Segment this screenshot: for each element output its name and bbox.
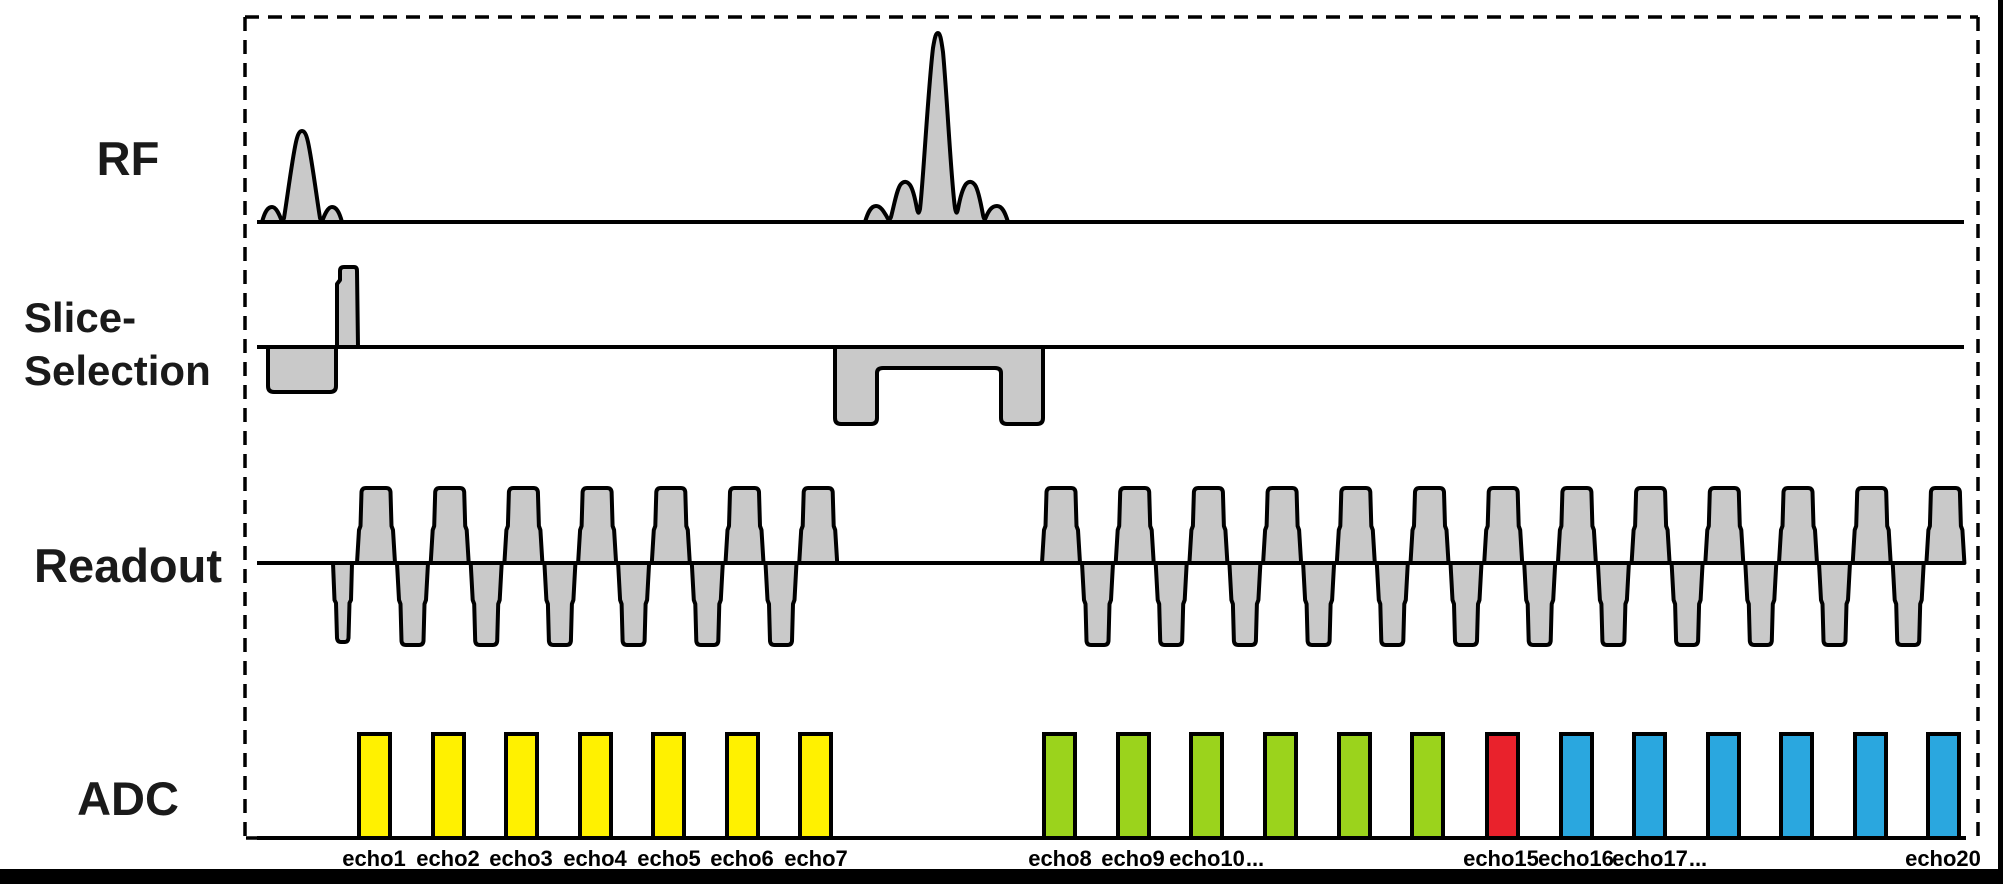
readout-positive-lobe-3 — [576, 486, 619, 565]
readout-negative-lobe-11 — [1374, 561, 1410, 647]
readout-negative-lobe-3 — [616, 561, 652, 647]
adc-bar-echo12 — [1337, 732, 1372, 840]
readout-positive-lobe-15 — [1629, 486, 1672, 565]
echo-label-echo2: echo2 — [416, 846, 480, 871]
readout-positive-lobe-2 — [502, 486, 545, 565]
readout-positive-lobe-17 — [1777, 486, 1819, 565]
readout-positive-lobe-4 — [649, 486, 692, 565]
readout-negative-lobe-0 — [395, 561, 430, 647]
readout-positive-lobe-13 — [1482, 486, 1525, 565]
readout-positive-lobe-5 — [723, 486, 766, 565]
adc-bar-echo4 — [578, 732, 613, 840]
adc-bar-echo1 — [357, 732, 392, 840]
echo-label-echo5: echo5 — [637, 846, 701, 871]
adc-bar-echo13 — [1410, 732, 1445, 840]
adc-bar-echo2 — [431, 732, 466, 840]
readout-positive-lobe-18 — [1850, 486, 1893, 565]
readout-negative-lobe-15 — [1669, 561, 1705, 647]
readout-positive-lobe-19 — [1924, 486, 1967, 565]
readout-positive-lobe-16 — [1703, 486, 1746, 565]
readout-positive-lobe-9 — [1187, 486, 1230, 565]
row-label-slice-line2: Selection — [24, 347, 211, 394]
adc-bar-echo17 — [1632, 732, 1667, 840]
adc-bar-echo10 — [1189, 732, 1224, 840]
readout-negative-lobe-5 — [763, 561, 799, 647]
readout-positive-lobe-8 — [1113, 486, 1156, 565]
readout-negative-lobe-7 — [1080, 561, 1115, 647]
echo-label-echo7: echo7 — [784, 846, 848, 871]
rf-refocusing-pulse — [863, 31, 1010, 224]
echo-label-echo16: echo16 — [1538, 846, 1614, 871]
readout-negative-lobe-4 — [689, 561, 725, 647]
readout-negative-lobe-14 — [1595, 561, 1631, 647]
readout-positive-lobe-14 — [1555, 486, 1598, 565]
row-label-readout: Readout — [34, 539, 222, 592]
echo-label-ellipsis: ... — [1245, 846, 1265, 871]
adc-bar-echo5 — [651, 732, 686, 840]
row-label-adc: ADC — [77, 772, 179, 825]
readout-positive-lobe-0 — [355, 486, 397, 565]
readout-positive-lobe-11 — [1334, 486, 1377, 565]
readout-negative-lobe-8 — [1153, 561, 1189, 647]
adc-bar-echo11 — [1263, 732, 1298, 840]
adc-bar-echo20 — [1853, 732, 1888, 840]
readout-prephaser-lobe — [331, 561, 354, 644]
adc-bar-echo15 — [1485, 732, 1520, 840]
row-label-slice-line1: Slice- — [24, 294, 137, 341]
readout-positive-lobe-6 — [797, 486, 840, 565]
adc-bar-echo6 — [725, 732, 760, 840]
readout-positive-lobe-10 — [1261, 486, 1304, 565]
readout-positive-lobe-1 — [428, 486, 471, 565]
echo-label-ellipsis: ... — [1688, 846, 1708, 871]
echo-label-echo3: echo3 — [489, 846, 553, 871]
readout-negative-lobe-13 — [1522, 561, 1558, 647]
echo-label-echo10: echo10 — [1169, 846, 1245, 871]
echo-label-echo6: echo6 — [710, 846, 774, 871]
readout-negative-lobe-12 — [1448, 561, 1484, 647]
readout-positive-lobe-12 — [1408, 486, 1451, 565]
adc-bar-echo7 — [798, 732, 833, 840]
echo-label-echo8: echo8 — [1028, 846, 1092, 871]
readout-negative-lobe-18 — [1890, 561, 1926, 647]
readout-negative-lobe-9 — [1227, 561, 1263, 647]
bottom-border-bar — [0, 869, 2003, 884]
readout-negative-lobe-10 — [1301, 561, 1337, 647]
echo-label-echo20: echo20 — [1905, 846, 1981, 871]
echo-label-echo9: echo9 — [1101, 846, 1165, 871]
adc-bar-echo8 — [1042, 732, 1077, 840]
slice-crusher-refocus-crusher — [833, 345, 1045, 426]
readout-negative-lobe-2 — [542, 561, 578, 647]
readout-negative-lobe-17 — [1817, 561, 1852, 647]
adc-bar-echo19 — [1779, 732, 1814, 840]
slice-rephase-positive-lobe — [335, 265, 360, 349]
echo-label-echo17: echo17 — [1612, 846, 1688, 871]
echo-label-echo1: echo1 — [342, 846, 406, 871]
adc-bar-echo9 — [1116, 732, 1151, 840]
row-label-slice-selection: Slice- Selection — [24, 291, 211, 397]
adc-bar-echo18 — [1706, 732, 1741, 840]
adc-bar-echo16 — [1559, 732, 1594, 840]
readout-negative-lobe-1 — [468, 561, 504, 647]
adc-bar-echo20b — [1926, 732, 1961, 840]
rf-excitation-pulse — [260, 129, 344, 224]
readout-positive-lobe-7 — [1040, 486, 1082, 565]
readout-negative-lobe-16 — [1743, 561, 1779, 647]
row-label-rf: RF — [96, 132, 160, 185]
adc-bar-echo3 — [504, 732, 539, 840]
echo-label-echo4: echo4 — [563, 846, 627, 871]
echo-label-echo15: echo15 — [1463, 846, 1539, 871]
slice-excite-negative-lobe — [266, 345, 338, 394]
right-border-bar — [1998, 0, 2003, 884]
